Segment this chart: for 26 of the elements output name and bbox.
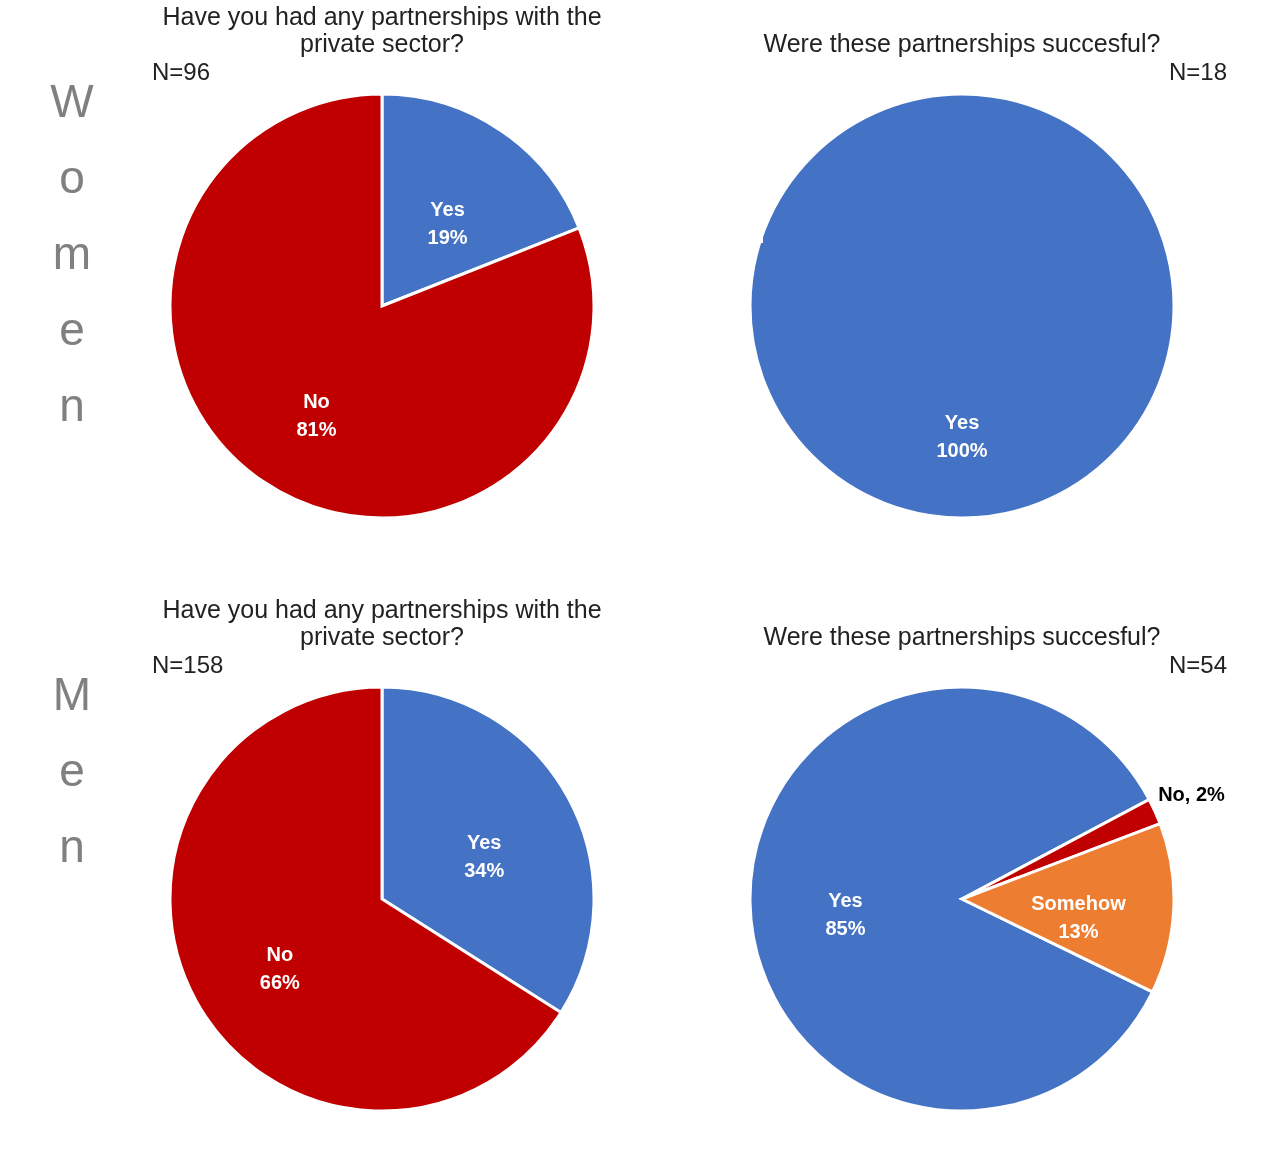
data-label: 66%	[259, 971, 301, 994]
slice-label: Yes	[944, 410, 980, 433]
text: N=54	[1168, 651, 1227, 678]
slice-label: Yes	[828, 889, 863, 912]
data-label: 100%	[936, 438, 988, 461]
data-label: 13%	[1058, 920, 1099, 943]
data-label: 34%	[464, 858, 505, 881]
slice-label: No	[266, 943, 294, 966]
slice-label: Somehow	[1031, 892, 1127, 915]
text: N=18	[1168, 58, 1227, 85]
slice-label: No, 2%	[1158, 782, 1226, 805]
text: N=96	[152, 58, 211, 85]
chart-title: Have you had any partnerships with the private sector?	[162, 2, 602, 57]
text: Women	[50, 75, 95, 431]
chart-title: Were these partnerships succesful?	[763, 29, 1161, 57]
text: Men	[52, 668, 92, 872]
data-label: 85%	[825, 917, 866, 940]
data-label: 81%	[296, 418, 337, 441]
slice-label: Yes	[466, 830, 502, 853]
data-label: 19%	[427, 225, 468, 248]
pie-slice	[168, 92, 596, 520]
slice-label: Yes	[430, 197, 465, 220]
text: N=158	[152, 651, 224, 678]
chart-title: Were these partnerships succesful?	[763, 622, 1161, 650]
chart-title: Have you had any partnerships with the private sector?	[162, 595, 602, 650]
slice-label: No	[303, 390, 330, 413]
